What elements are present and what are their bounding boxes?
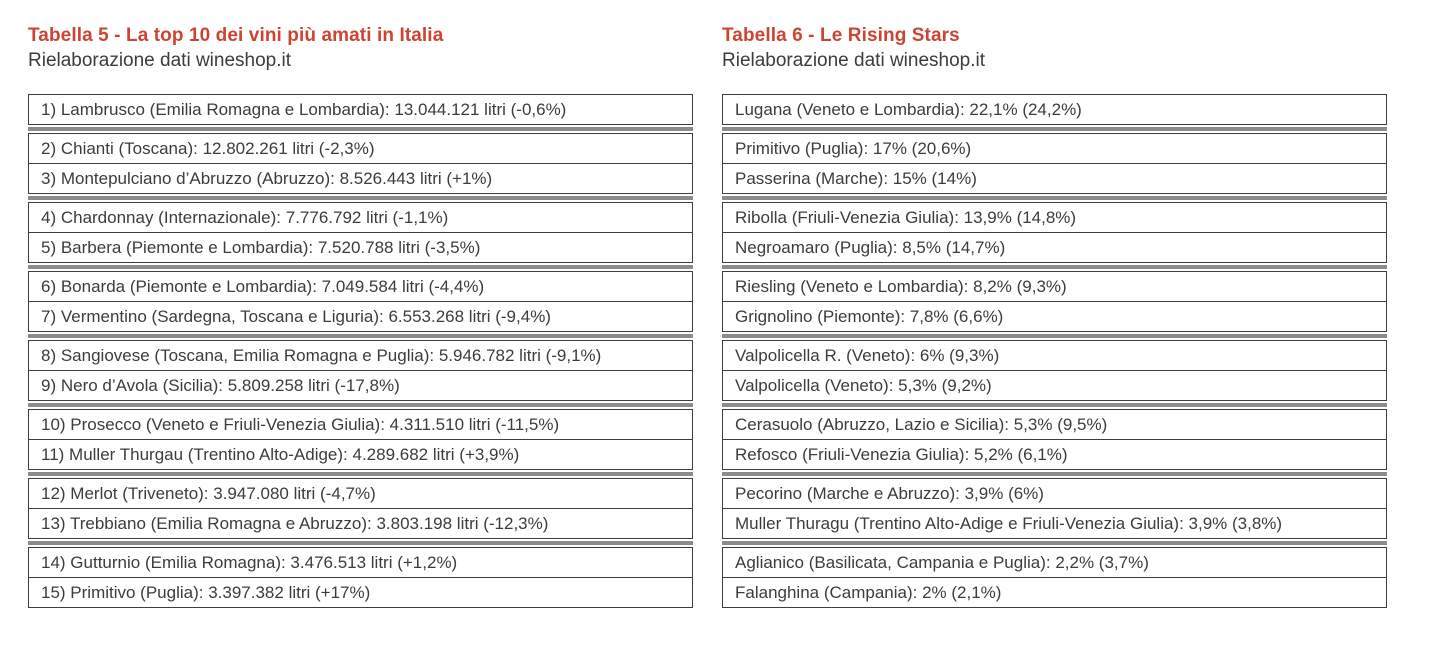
table-row: 2) Chianti (Toscana): 12.802.261 litri (…: [41, 139, 375, 158]
group-divider: [722, 472, 1387, 476]
table-row: Muller Thuragu (Trentino Alto-Adige e Fr…: [723, 508, 1386, 538]
row-group: 12) Merlot (Triveneto): 3.947.080 litri …: [28, 478, 693, 539]
group-divider: [722, 265, 1387, 269]
table-row: Lugana (Veneto e Lombardia): 22,1% (24,2…: [735, 100, 1082, 119]
table-row: Cerasuolo (Abruzzo, Lazio e Sicilia): 5,…: [735, 415, 1108, 434]
group-divider: [722, 127, 1387, 131]
group-divider: [28, 472, 693, 476]
table-6-section: Tabella 6 - Le Rising Stars Rielaborazio…: [722, 24, 1387, 608]
table-row: Aglianico (Basilicata, Campania e Puglia…: [735, 553, 1149, 572]
row-group: Valpolicella R. (Veneto): 6% (9,3%) Valp…: [722, 340, 1387, 401]
row-group: Ribolla (Friuli-Venezia Giulia): 13,9% (…: [722, 202, 1387, 263]
group-divider: [28, 541, 693, 545]
table-row: 1) Lambrusco (Emilia Romagna e Lombardia…: [41, 100, 567, 119]
row-group: Cerasuolo (Abruzzo, Lazio e Sicilia): 5,…: [722, 409, 1387, 470]
table-6-subtitle: Rielaborazione dati wineshop.it: [722, 50, 985, 71]
row-group: 4) Chardonnay (Internazionale): 7.776.79…: [28, 202, 693, 263]
table-5: 1) Lambrusco (Emilia Romagna e Lombardia…: [28, 94, 693, 608]
group-divider: [722, 196, 1387, 200]
table-row: 9) Nero d’Avola (Sicilia): 5.809.258 lit…: [29, 370, 692, 400]
table-row: Riesling (Veneto e Lombardia): 8,2% (9,3…: [735, 277, 1067, 296]
table-row: 3) Montepulciano d’Abruzzo (Abruzzo): 8.…: [29, 163, 692, 193]
row-group: 14) Gutturnio (Emilia Romagna): 3.476.51…: [28, 547, 693, 608]
row-group: 6) Bonarda (Piemonte e Lombardia): 7.049…: [28, 271, 693, 332]
table-row: 13) Trebbiano (Emilia Romagna e Abruzzo)…: [29, 508, 692, 538]
table-row: Ribolla (Friuli-Venezia Giulia): 13,9% (…: [735, 208, 1077, 227]
table-row: 4) Chardonnay (Internazionale): 7.776.79…: [41, 208, 449, 227]
group-divider: [28, 127, 693, 131]
row-group: Pecorino (Marche e Abruzzo): 3,9% (6%) M…: [722, 478, 1387, 539]
table-row: 5) Barbera (Piemonte e Lombardia): 7.520…: [29, 232, 692, 262]
table-5-subtitle: Rielaborazione dati wineshop.it: [28, 50, 291, 71]
table-row: 12) Merlot (Triveneto): 3.947.080 litri …: [41, 484, 376, 503]
group-divider: [28, 334, 693, 338]
table-row: 6) Bonarda (Piemonte e Lombardia): 7.049…: [41, 277, 485, 296]
row-group: Riesling (Veneto e Lombardia): 8,2% (9,3…: [722, 271, 1387, 332]
row-group: 1) Lambrusco (Emilia Romagna e Lombardia…: [28, 94, 693, 125]
row-group: Primitivo (Puglia): 17% (20,6%) Passerin…: [722, 133, 1387, 194]
table-row: Valpolicella R. (Veneto): 6% (9,3%): [735, 346, 1000, 365]
table-row: Valpolicella (Veneto): 5,3% (9,2%): [723, 370, 1386, 400]
table-row: Pecorino (Marche e Abruzzo): 3,9% (6%): [735, 484, 1044, 503]
table-row: 10) Prosecco (Veneto e Friuli-Venezia Gi…: [41, 415, 560, 434]
table-row: Refosco (Friuli-Venezia Giulia): 5,2% (6…: [723, 439, 1386, 469]
group-divider: [722, 403, 1387, 407]
group-divider: [28, 196, 693, 200]
row-group: 8) Sangiovese (Toscana, Emilia Romagna e…: [28, 340, 693, 401]
table-row: 11) Muller Thurgau (Trentino Alto-Adige)…: [29, 439, 692, 469]
table-row: 8) Sangiovese (Toscana, Emilia Romagna e…: [41, 346, 602, 365]
table-row: 15) Primitivo (Puglia): 3.397.382 litri …: [29, 577, 692, 607]
row-group: Lugana (Veneto e Lombardia): 22,1% (24,2…: [722, 94, 1387, 125]
row-group: Aglianico (Basilicata, Campania e Puglia…: [722, 547, 1387, 608]
table-row: 14) Gutturnio (Emilia Romagna): 3.476.51…: [41, 553, 458, 572]
table-5-section: Tabella 5 - La top 10 dei vini più amati…: [28, 24, 693, 608]
table-row: 7) Vermentino (Sardegna, Toscana e Ligur…: [29, 301, 692, 331]
table-row: Passerina (Marche): 15% (14%): [723, 163, 1386, 193]
group-divider: [722, 541, 1387, 545]
table-row: Primitivo (Puglia): 17% (20,6%): [735, 139, 972, 158]
table-row: Falanghina (Campania): 2% (2,1%): [723, 577, 1386, 607]
row-group: 10) Prosecco (Veneto e Friuli-Venezia Gi…: [28, 409, 693, 470]
table-5-title: Tabella 5 - La top 10 dei vini più amati…: [28, 25, 444, 46]
table-row: Negroamaro (Puglia): 8,5% (14,7%): [723, 232, 1386, 262]
row-group: 2) Chianti (Toscana): 12.802.261 litri (…: [28, 133, 693, 194]
group-divider: [28, 403, 693, 407]
group-divider: [28, 265, 693, 269]
group-divider: [722, 334, 1387, 338]
table-6: Lugana (Veneto e Lombardia): 22,1% (24,2…: [722, 94, 1387, 608]
table-row: Grignolino (Piemonte): 7,8% (6,6%): [723, 301, 1386, 331]
table-6-title: Tabella 6 - Le Rising Stars: [722, 25, 960, 46]
